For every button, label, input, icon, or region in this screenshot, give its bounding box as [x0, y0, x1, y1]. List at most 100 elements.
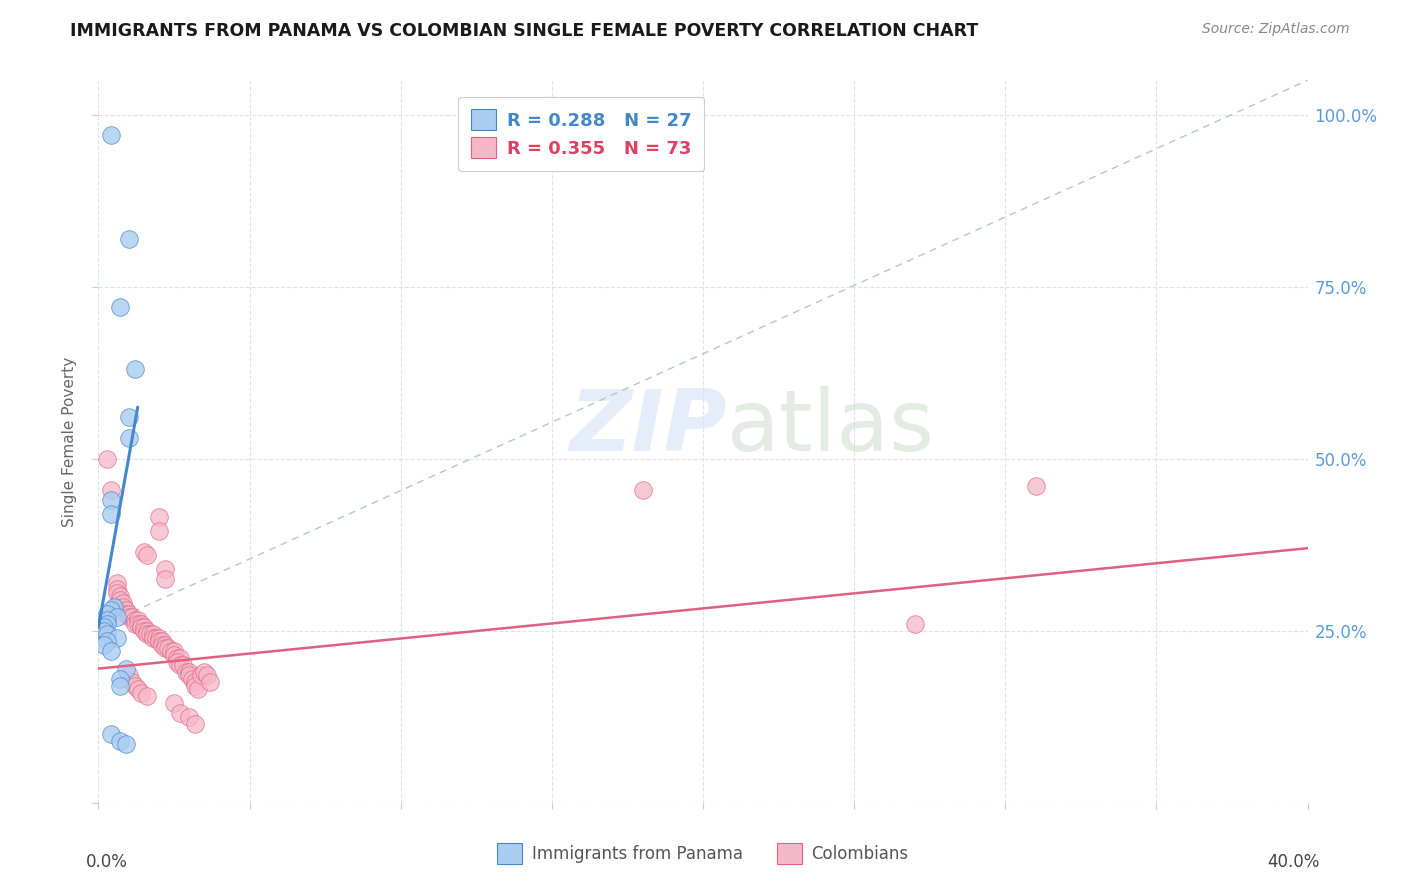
Point: [118, 607, 141, 621]
Point: [904, 616, 927, 631]
Point: [100, 644, 122, 658]
Point: [169, 706, 191, 721]
Point: [96, 451, 118, 466]
Y-axis label: Single Female Poverty: Single Female Poverty: [62, 357, 77, 526]
Point: [124, 679, 146, 693]
Point: [153, 640, 176, 655]
Point: [179, 710, 201, 724]
Point: [200, 675, 222, 690]
Point: [105, 575, 128, 590]
Point: [118, 410, 141, 425]
Point: [118, 668, 141, 682]
Text: IMMIGRANTS FROM PANAMA VS COLOMBIAN SINGLE FEMALE POVERTY CORRELATION CHART: IMMIGRANTS FROM PANAMA VS COLOMBIAN SING…: [70, 22, 979, 40]
Point: [142, 627, 165, 641]
Point: [195, 668, 218, 682]
Point: [105, 631, 128, 645]
Point: [163, 644, 186, 658]
Text: ZIP: ZIP: [569, 385, 727, 468]
Point: [184, 716, 207, 731]
Point: [96, 614, 118, 628]
Point: [166, 651, 188, 665]
Point: [160, 644, 183, 658]
Point: [111, 599, 134, 614]
Point: [129, 616, 152, 631]
Point: [96, 627, 118, 641]
Point: [124, 362, 146, 376]
Point: [1024, 479, 1046, 493]
Point: [163, 648, 186, 662]
Point: [148, 634, 170, 648]
Point: [93, 624, 115, 638]
Point: [132, 624, 155, 638]
Point: [96, 616, 118, 631]
Point: [118, 610, 141, 624]
Point: [124, 616, 146, 631]
Point: [148, 510, 170, 524]
Point: [100, 128, 122, 143]
Point: [105, 610, 128, 624]
Legend: Immigrants from Panama, Colombians: Immigrants from Panama, Colombians: [491, 837, 915, 871]
Point: [96, 634, 118, 648]
Point: [148, 631, 170, 645]
Point: [121, 675, 143, 690]
Point: [150, 634, 173, 648]
Point: [114, 662, 136, 676]
Point: [96, 607, 118, 621]
Point: [129, 686, 152, 700]
Point: [132, 544, 155, 558]
Point: [142, 631, 165, 645]
Point: [153, 638, 176, 652]
Point: [93, 638, 115, 652]
Point: [105, 586, 128, 600]
Legend: R = 0.288   N = 27, R = 0.355   N = 73: R = 0.288 N = 27, R = 0.355 N = 73: [458, 96, 704, 170]
Point: [100, 603, 122, 617]
Point: [108, 679, 131, 693]
Point: [111, 596, 134, 610]
Point: [100, 507, 122, 521]
Point: [190, 668, 212, 682]
Point: [118, 231, 141, 245]
Point: [114, 737, 136, 751]
Point: [132, 620, 155, 634]
Point: [108, 592, 131, 607]
Point: [100, 493, 122, 508]
Text: Source: ZipAtlas.com: Source: ZipAtlas.com: [1202, 22, 1350, 37]
Point: [135, 627, 157, 641]
Point: [121, 610, 143, 624]
Point: [172, 658, 194, 673]
Point: [179, 665, 201, 679]
Point: [127, 614, 149, 628]
Point: [135, 689, 157, 703]
Point: [193, 665, 215, 679]
Point: [148, 524, 170, 538]
Point: [135, 624, 157, 638]
Point: [179, 668, 201, 682]
Point: [174, 665, 197, 679]
Point: [169, 658, 191, 673]
Point: [169, 651, 191, 665]
Point: [114, 603, 136, 617]
Point: [184, 675, 207, 690]
Point: [153, 562, 176, 576]
Point: [150, 638, 173, 652]
Point: [129, 620, 152, 634]
Point: [93, 620, 115, 634]
Point: [139, 627, 162, 641]
Point: [108, 734, 131, 748]
Point: [156, 640, 179, 655]
Point: [166, 655, 188, 669]
Point: [184, 679, 207, 693]
Point: [108, 301, 131, 315]
Point: [103, 599, 125, 614]
Text: atlas: atlas: [727, 385, 935, 468]
Point: [100, 483, 122, 497]
Point: [187, 682, 209, 697]
Point: [163, 696, 186, 710]
Point: [105, 582, 128, 597]
Point: [124, 614, 146, 628]
Point: [127, 682, 149, 697]
Point: [108, 672, 131, 686]
Point: [153, 572, 176, 586]
Point: [135, 548, 157, 562]
Point: [114, 607, 136, 621]
